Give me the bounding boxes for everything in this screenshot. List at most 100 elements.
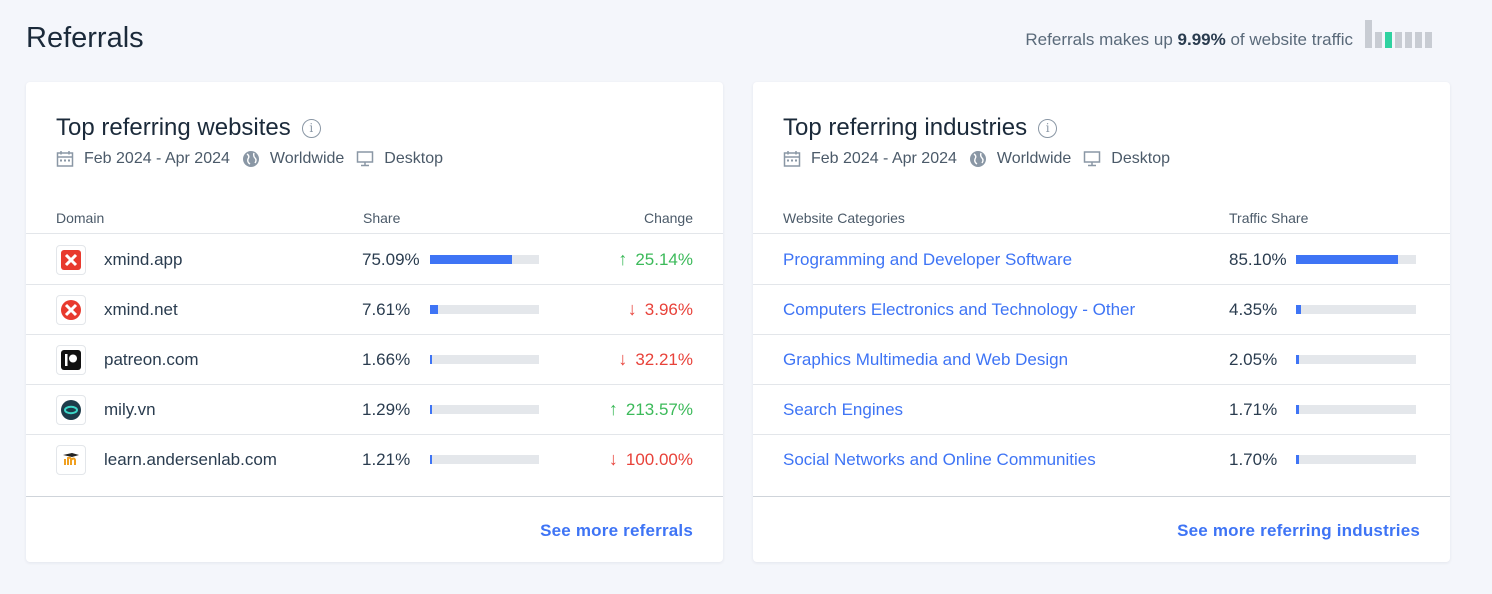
domain-link[interactable]: learn.andersenlab.com	[104, 450, 277, 469]
mini-bar	[1425, 32, 1432, 48]
share-bar	[430, 405, 539, 414]
table-row[interactable]: Programming and Developer Software 85.10…	[753, 235, 1450, 285]
domain-link[interactable]: xmind.app	[104, 250, 183, 269]
share-value: 1.70%	[1229, 450, 1278, 469]
table-header: Domain Share Change	[26, 210, 723, 234]
change-text: 100.00%	[625, 449, 693, 469]
share-value: 1.29%	[362, 400, 411, 419]
share-bar-fill	[1296, 305, 1302, 314]
table-row[interactable]: Social Networks and Online Communities 1…	[753, 435, 1450, 485]
summary-suffix: of website traffic	[1230, 30, 1353, 49]
domain-link[interactable]: patreon.com	[104, 350, 199, 369]
desktop-icon	[1084, 151, 1101, 167]
share-bar	[1296, 405, 1416, 414]
column-change: Change	[643, 210, 693, 226]
category-link[interactable]: Search Engines	[783, 400, 904, 419]
category-link[interactable]: Computers Electronics and Technology - O…	[783, 300, 1136, 319]
filter-date: Feb 2024 - Apr 2024	[56, 150, 230, 168]
change-value: ↓ 32.21%	[618, 349, 693, 370]
mini-bar	[1405, 32, 1412, 48]
filters: Feb 2024 - Apr 2024 Worldwide Desktop	[783, 150, 1182, 168]
mini-bar	[1365, 20, 1372, 48]
arrow-up-icon: ↑	[608, 399, 618, 419]
share-bar	[1296, 305, 1416, 314]
card-title-text: Top referring websites	[56, 114, 291, 141]
table-row[interactable]: patreon.com 1.66% ↓ 32.21%	[26, 335, 723, 385]
filter-device: Desktop	[1083, 150, 1170, 168]
share-bar-fill	[430, 305, 439, 314]
traffic-sources-mini-chart[interactable]	[1365, 20, 1432, 48]
share-bar	[1296, 355, 1416, 364]
share-bar-fill	[1296, 405, 1299, 414]
mini-bar-referrals	[1385, 32, 1392, 48]
calendar-icon	[783, 151, 801, 167]
arrow-down-icon: ↓	[608, 449, 618, 469]
change-text: 3.96%	[644, 299, 693, 319]
share-value: 2.05%	[1229, 350, 1278, 369]
domain-link[interactable]: xmind.net	[104, 300, 178, 319]
share-value: 4.35%	[1229, 300, 1278, 319]
share-value: 7.61%	[362, 300, 411, 319]
summary-value: 9.99%	[1177, 30, 1226, 49]
share-value: 1.71%	[1229, 400, 1278, 419]
category-link[interactable]: Social Networks and Online Communities	[783, 450, 1096, 469]
card-footer: See more referrals	[26, 496, 723, 562]
top-referring-industries-card: Top referring industries i Feb 2024 - Ap…	[753, 82, 1450, 562]
mini-bar	[1395, 32, 1402, 48]
card-title: Top referring websites i	[56, 114, 321, 142]
change-value: ↓ 3.96%	[628, 299, 693, 320]
table-row[interactable]: xmind.net 7.61% ↓ 3.96%	[26, 285, 723, 335]
category-link[interactable]: Programming and Developer Software	[783, 250, 1073, 269]
change-text: 25.14%	[635, 249, 693, 269]
share-bar-fill	[430, 455, 433, 464]
desktop-icon	[357, 151, 374, 167]
share-bar-fill	[1296, 455, 1299, 464]
top-referring-websites-card: Top referring websites i Feb 2024 - Apr …	[26, 82, 723, 562]
filter-date: Feb 2024 - Apr 2024	[783, 150, 957, 168]
card-title: Top referring industries i	[783, 114, 1058, 142]
arrow-up-icon: ↑	[618, 249, 628, 269]
change-value: ↑ 25.14%	[618, 249, 693, 270]
traffic-summary: Referrals makes up 9.99% of website traf…	[1025, 20, 1432, 50]
share-bar	[1296, 455, 1416, 464]
table-row[interactable]: Graphics Multimedia and Web Design 2.05%	[753, 335, 1450, 385]
arrow-down-icon: ↓	[618, 349, 628, 369]
table-row[interactable]: Search Engines 1.71%	[753, 385, 1450, 435]
filter-device: Desktop	[356, 150, 443, 168]
table-row[interactable]: learn.andersenlab.com 1.21% ↓ 100.00%	[26, 435, 723, 485]
mini-bar	[1415, 32, 1422, 48]
globe-icon	[242, 151, 259, 167]
share-bar	[430, 255, 539, 264]
filter-device-label: Desktop	[1111, 150, 1170, 167]
websites-table: xmind.app 75.09% ↑ 25.14% xmind.net 7.61%…	[26, 235, 723, 485]
mini-bar	[1375, 32, 1382, 48]
category-link[interactable]: Graphics Multimedia and Web Design	[783, 350, 1069, 369]
share-bar-fill	[430, 405, 433, 414]
filter-region: Worldwide	[969, 150, 1071, 168]
info-icon[interactable]: i	[1038, 118, 1058, 138]
summary-text: Referrals makes up 9.99% of website traf…	[1025, 30, 1353, 50]
see-more-referrals-link[interactable]: See more referrals	[540, 521, 693, 540]
table-row[interactable]: xmind.app 75.09% ↑ 25.14%	[26, 235, 723, 285]
share-bar	[430, 455, 539, 464]
info-icon[interactable]: i	[301, 118, 321, 138]
share-bar-fill	[430, 355, 433, 364]
share-bar-fill	[1296, 355, 1299, 364]
industries-table: Programming and Developer Software 85.10…	[753, 235, 1450, 485]
filter-region-label: Worldwide	[996, 150, 1072, 167]
share-value: 85.10%	[1229, 250, 1287, 269]
card-footer: See more referring industries	[753, 496, 1450, 562]
filter-device-label: Desktop	[384, 150, 443, 167]
card-title-text: Top referring industries	[783, 114, 1028, 141]
share-bar	[430, 305, 539, 314]
table-row[interactable]: mily.vn 1.29% ↑ 213.57%	[26, 385, 723, 435]
filter-region-label: Worldwide	[269, 150, 345, 167]
filter-date-label: Feb 2024 - Apr 2024	[84, 150, 230, 167]
table-row[interactable]: Computers Electronics and Technology - O…	[753, 285, 1450, 335]
change-text: 213.57%	[625, 399, 693, 419]
change-text: 32.21%	[635, 349, 693, 369]
see-more-industries-link[interactable]: See more referring industries	[1177, 521, 1420, 540]
domain-link[interactable]: mily.vn	[104, 400, 156, 419]
share-bar-fill	[1296, 255, 1399, 264]
share-value: 1.21%	[362, 450, 411, 469]
